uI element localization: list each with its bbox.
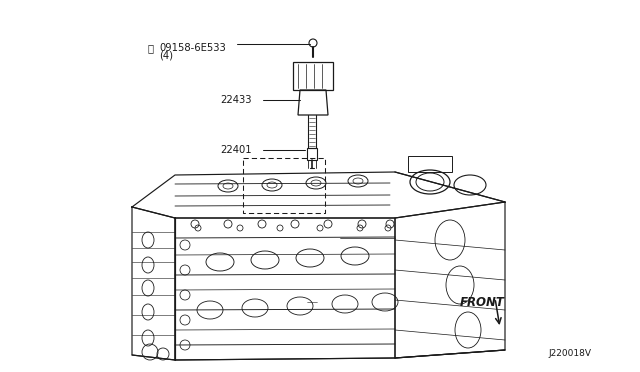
Text: 22433: 22433 <box>220 95 252 105</box>
Text: FRONT: FRONT <box>460 295 505 308</box>
Text: 22401: 22401 <box>220 145 252 155</box>
Text: Ⓡ: Ⓡ <box>148 43 154 53</box>
Bar <box>408 156 452 172</box>
Bar <box>293 62 333 90</box>
Text: J220018V: J220018V <box>548 349 591 358</box>
Text: 09158-6E533: 09158-6E533 <box>159 43 226 53</box>
Bar <box>307 148 317 160</box>
Text: (4): (4) <box>159 51 173 61</box>
